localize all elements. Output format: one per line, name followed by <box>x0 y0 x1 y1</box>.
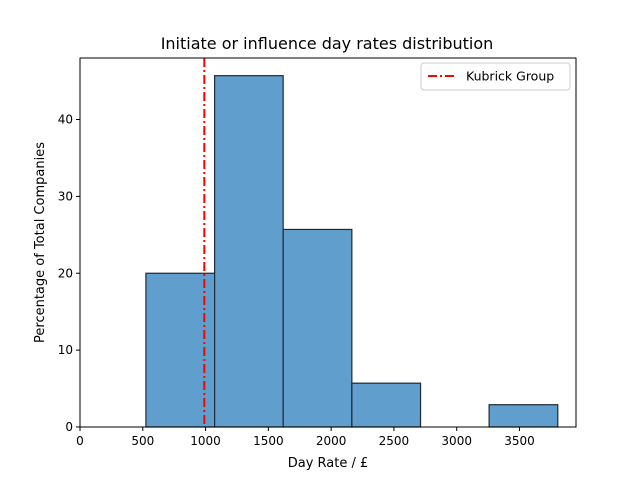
chart-title: Initiate or influence day rates distribu… <box>161 34 494 53</box>
x-tick-label: 2000 <box>316 434 347 448</box>
bars-group <box>145 75 559 428</box>
y-tick-label: 0 <box>65 420 73 434</box>
x-tick-label: 2500 <box>379 434 410 448</box>
x-tick-label: 3500 <box>504 434 535 448</box>
x-tick-label: 0 <box>76 434 84 448</box>
x-axis-label: Day Rate / £ <box>288 456 369 471</box>
y-axis-label: Percentage of Total Companies <box>33 142 48 343</box>
y-tick-label: 40 <box>58 113 73 127</box>
y-tick-label: 10 <box>58 343 73 357</box>
legend: Kubrick Group <box>420 62 571 91</box>
histogram-bar <box>214 75 284 428</box>
legend-box <box>420 62 571 91</box>
y-axis-ticks: 0 10 20 30 40 <box>58 113 80 434</box>
legend-label: Kubrick Group <box>466 69 554 84</box>
histogram-bar <box>488 404 559 428</box>
x-tick-label: 1000 <box>190 434 221 448</box>
x-axis-ticks: 0 500 1000 1500 2000 2500 3000 3500 <box>76 427 535 448</box>
plot-frame <box>79 57 577 428</box>
y-tick-label: 30 <box>58 189 73 203</box>
x-tick-label: 3000 <box>441 434 472 448</box>
y-tick-label: 20 <box>58 266 73 280</box>
histogram-bar <box>282 228 353 428</box>
histogram-bar <box>351 382 422 428</box>
x-tick-label: 1500 <box>253 434 284 448</box>
histogram-bar <box>145 272 216 428</box>
x-tick-label: 500 <box>131 434 154 448</box>
